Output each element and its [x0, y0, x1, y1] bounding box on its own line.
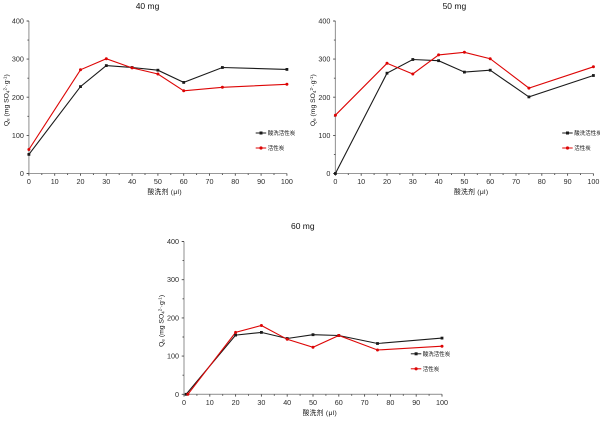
svg-text:50: 50: [460, 177, 468, 186]
svg-text:50: 50: [154, 177, 162, 186]
svg-text:Qe (mg SO42-·g-1): Qe (mg SO42-·g-1): [309, 74, 317, 126]
svg-text:90: 90: [412, 398, 420, 407]
svg-text:20: 20: [232, 398, 240, 407]
svg-text:100: 100: [167, 352, 179, 361]
svg-text:酸洗剂 (μl): 酸洗剂 (μl): [303, 408, 337, 417]
svg-text:80: 80: [386, 398, 394, 407]
svg-text:10: 10: [206, 398, 214, 407]
svg-text:70: 70: [361, 398, 369, 407]
svg-text:活性炭: 活性炭: [574, 144, 591, 152]
svg-text:30: 30: [409, 177, 417, 186]
svg-text:90: 90: [564, 177, 572, 186]
svg-text:0: 0: [326, 169, 330, 178]
svg-text:200: 200: [167, 313, 179, 322]
svg-text:60 mg: 60 mg: [291, 221, 315, 231]
svg-text:40: 40: [435, 177, 443, 186]
svg-text:10: 10: [357, 177, 365, 186]
svg-text:300: 300: [167, 275, 179, 284]
svg-text:100: 100: [318, 131, 330, 140]
svg-text:0: 0: [27, 177, 31, 186]
svg-text:60: 60: [486, 177, 494, 186]
svg-text:70: 70: [512, 177, 520, 186]
svg-text:活性炭: 活性炭: [268, 144, 285, 152]
svg-text:0: 0: [333, 177, 337, 186]
svg-text:40: 40: [128, 177, 136, 186]
svg-text:100: 100: [436, 398, 448, 407]
svg-text:0: 0: [182, 398, 186, 407]
svg-text:300: 300: [12, 55, 24, 64]
svg-text:200: 200: [318, 93, 330, 102]
svg-text:酸洗活性炭: 酸洗活性炭: [423, 350, 451, 358]
svg-text:80: 80: [231, 177, 239, 186]
svg-text:80: 80: [538, 177, 546, 186]
svg-text:200: 200: [12, 93, 24, 102]
svg-text:酸洗剂 (μl): 酸洗剂 (μl): [147, 187, 181, 196]
svg-text:活性炭: 活性炭: [423, 365, 440, 373]
svg-text:50 mg: 50 mg: [443, 1, 467, 11]
svg-text:100: 100: [281, 177, 293, 186]
svg-text:30: 30: [102, 177, 110, 186]
svg-text:40 mg: 40 mg: [136, 1, 160, 11]
svg-text:400: 400: [167, 237, 179, 246]
svg-text:酸洗活性炭: 酸洗活性炭: [574, 129, 600, 137]
svg-text:50: 50: [309, 398, 317, 407]
svg-text:90: 90: [257, 177, 265, 186]
svg-text:400: 400: [12, 17, 24, 26]
svg-text:30: 30: [257, 398, 265, 407]
svg-text:70: 70: [206, 177, 214, 186]
svg-text:20: 20: [77, 177, 85, 186]
svg-text:400: 400: [318, 17, 330, 26]
svg-text:酸洗剂 (μl): 酸洗剂 (μl): [454, 187, 488, 196]
svg-text:酸洗活性炭: 酸洗活性炭: [268, 129, 296, 137]
svg-text:10: 10: [51, 177, 59, 186]
svg-text:300: 300: [318, 55, 330, 64]
svg-text:100: 100: [12, 131, 24, 140]
svg-text:20: 20: [383, 177, 391, 186]
svg-text:Qe (mg SO42-·g-1): Qe (mg SO42-·g-1): [2, 74, 10, 126]
svg-text:0: 0: [175, 390, 179, 399]
svg-text:60: 60: [335, 398, 343, 407]
svg-text:60: 60: [180, 177, 188, 186]
svg-text:40: 40: [283, 398, 291, 407]
svg-text:Qe (mg SO42-·g-1): Qe (mg SO42-·g-1): [157, 295, 165, 347]
svg-text:0: 0: [20, 169, 24, 178]
svg-text:100: 100: [587, 177, 599, 186]
